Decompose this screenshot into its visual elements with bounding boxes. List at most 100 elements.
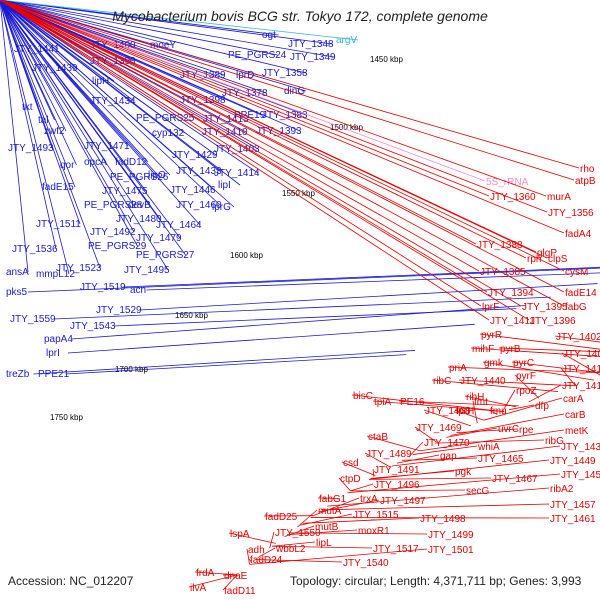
gene-connector-forward: [139, 283, 598, 311]
gene-label-forward: devB: [128, 200, 151, 211]
gene-label-reverse: adh: [248, 545, 265, 556]
gene-connector-reverse: [0, 0, 480, 272]
kbp-tick-label: 1500 kbp: [330, 123, 363, 132]
gene-label-reverse: JTY_1468: [425, 406, 471, 417]
gene-label-reverse: metK: [565, 426, 589, 437]
gene-connector-forward: [0, 0, 70, 275]
gene-connector-reverse: [272, 541, 316, 547]
gene-label-reverse: fadD24: [250, 555, 283, 566]
kbp-tick-label: 1450 kbp: [370, 55, 403, 64]
gene-connector-reverse: [554, 335, 600, 343]
gene-label-reverse: JTY_1515: [353, 510, 399, 521]
gene-connector-reverse: [398, 400, 519, 407]
gene-label-reverse: JTY_1489: [366, 449, 412, 460]
gene-connector-forward: [0, 0, 221, 206]
gene-label-forward: zwf2: [44, 126, 65, 137]
gene-label-forward: JTY_1492: [90, 227, 136, 238]
gene-label-reverse: pgk: [455, 467, 472, 478]
gene-label-forward: treZb: [6, 369, 30, 380]
gene-connector-reverse: [257, 547, 276, 559]
gene-label-reverse: lprF: [482, 302, 499, 313]
gene-connector-forward: [113, 308, 517, 327]
topology-text: Topology: circular; Length: 4,371,711 bp…: [290, 574, 582, 588]
gene-label-forward: JTY_1403: [214, 144, 260, 155]
gene-label-forward: fadD12: [115, 157, 148, 168]
gene-label-forward: lipO: [148, 170, 166, 181]
gene-label-reverse: pyrB: [500, 344, 521, 355]
gene-label-reverse: ribC: [433, 376, 451, 387]
gene-label-forward: PE_PGRS24: [228, 50, 287, 61]
gene-label-forward: papA4: [44, 334, 73, 345]
gene-label-forward: JTY_1414: [214, 168, 260, 179]
gene-connector-forward: [71, 305, 526, 340]
gene-connector-forward: [53, 296, 551, 320]
gene-connector-reverse: [228, 532, 276, 544]
gene-label-reverse: murA: [547, 192, 571, 203]
gene-label-reverse: rpoZ: [516, 386, 537, 397]
gene-connector-forward: [67, 323, 475, 354]
gene-connector-reverse: [188, 574, 238, 588]
gene-label-reverse: rph: [527, 254, 541, 265]
gene-connector-reverse: [297, 509, 318, 528]
gene-label-reverse: JTY_1496: [374, 480, 420, 491]
gene-connector-reverse: [286, 529, 358, 536]
gene-label-forward: acn: [130, 285, 146, 296]
gene-connector-reverse: [0, 0, 486, 182]
gene-label-forward: JTY_1536: [12, 244, 58, 255]
gene-connector-reverse: [0, 0, 565, 293]
gene-connector-reverse: [482, 361, 595, 381]
gene-label-reverse: dfp: [535, 401, 549, 412]
gene-connector-reverse: [341, 461, 376, 476]
gene-label-forward: JTY_1348: [288, 39, 334, 50]
gene-label-reverse: ctaB: [368, 432, 388, 443]
gene-connector-reverse: [560, 367, 576, 387]
gene-connector-forward: [0, 0, 138, 247]
gene-connector-reverse: [561, 352, 600, 376]
gene-label-forward: JTY_1479: [136, 233, 182, 244]
gene-label-reverse: fmu: [490, 406, 507, 417]
gene-label-reverse: trxA: [360, 494, 378, 505]
gene-label-forward: JTY_1511: [36, 219, 81, 230]
gene-connector-reverse: [0, 0, 482, 307]
gene-label-reverse: JTY_1402: [556, 332, 600, 343]
gene-connector-reverse: [366, 435, 421, 452]
gene-label-forward: JTY_1529: [96, 305, 142, 316]
gene-label-forward: PE_PGRS28: [84, 200, 143, 211]
gene-label-reverse: JTY_1491: [374, 465, 420, 476]
gene-label-forward: JTY_1378: [222, 88, 268, 99]
gene-connector-reverse: [194, 571, 238, 576]
gene-label-reverse: JTY_1469: [416, 423, 462, 434]
gene-connector-forward: [0, 0, 135, 233]
kbp-tick-label: 1700 kbp: [115, 365, 148, 374]
gene-label-reverse: fadA4: [565, 229, 592, 240]
gene-connector-reverse: [302, 517, 420, 524]
gene-connector-forward: [0, 0, 259, 174]
gene-label-reverse: frdA: [196, 568, 215, 579]
gene-connector-forward: [0, 0, 77, 166]
gene-connector-reverse: [249, 548, 428, 565]
gene-label-reverse: JTY_1457: [550, 500, 596, 511]
gene-connector-reverse: [454, 409, 484, 421]
gene-label-forward: opcA: [84, 157, 107, 168]
gene-label-reverse: JTY_1501: [428, 545, 474, 556]
gene-connector-forward: [0, 0, 171, 176]
gene-connector-forward: [0, 0, 201, 226]
gene-label-reverse: lipL: [316, 538, 332, 549]
gene-label-reverse: atpB: [575, 176, 596, 187]
gene-label-reverse: carB: [565, 410, 586, 421]
gene-label-reverse: JTY_1540: [343, 558, 389, 569]
gene-label-forward: cyp132: [152, 128, 185, 139]
gene-label-reverse: lspA: [230, 529, 250, 540]
gene-connector-reverse: [255, 559, 343, 563]
gene-label-reverse: JTY_1405: [563, 349, 600, 360]
gene-connector-reverse: [0, 0, 547, 197]
gene-label-forward: ansA: [6, 267, 29, 278]
gene-connector-reverse: [0, 0, 490, 197]
gene-label-reverse: JTY_1550: [275, 528, 321, 539]
gene-label-reverse: JTY_1461: [550, 514, 596, 525]
gene-label-reverse: gap: [440, 451, 457, 462]
gene-connector-forward: [0, 0, 235, 208]
gene-label-forward: JTY_1398: [180, 95, 226, 106]
gene-label-reverse: JTY_1499: [428, 530, 474, 541]
